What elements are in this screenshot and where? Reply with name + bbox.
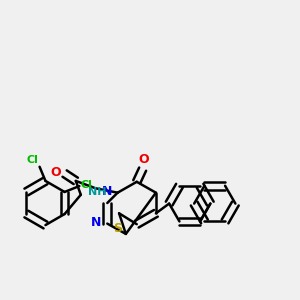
Text: Cl: Cl: [81, 180, 93, 190]
Text: O: O: [139, 153, 149, 166]
Text: O: O: [50, 166, 61, 178]
Text: NH: NH: [88, 187, 107, 197]
Text: S: S: [113, 221, 122, 235]
Text: N: N: [91, 216, 101, 229]
Text: N: N: [102, 185, 112, 198]
Text: Cl: Cl: [26, 155, 38, 165]
